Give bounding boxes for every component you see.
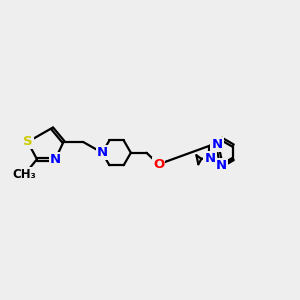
Text: N: N [50,153,61,166]
Text: N: N [97,146,108,159]
Text: N: N [204,152,215,166]
Text: O: O [153,158,164,171]
Text: CH₃: CH₃ [12,168,36,182]
Text: N: N [216,159,227,172]
Text: N: N [212,138,223,151]
Text: S: S [23,135,32,148]
